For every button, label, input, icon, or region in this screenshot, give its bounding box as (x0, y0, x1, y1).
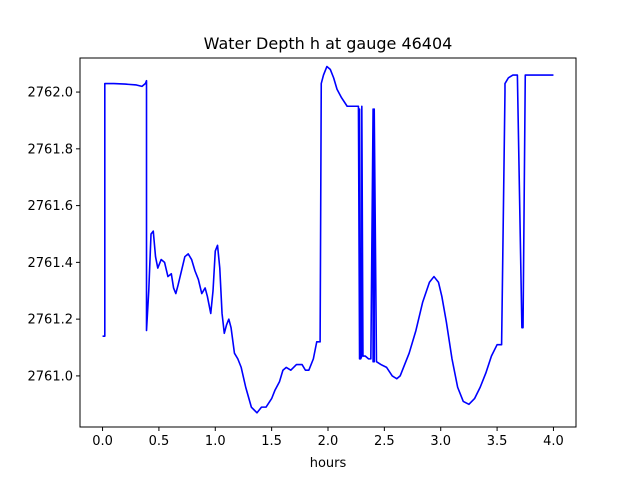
x-tick-label: 3.0 (430, 434, 451, 449)
x-tick-label: 2.5 (374, 434, 395, 449)
x-tick-label: 3.5 (487, 434, 508, 449)
x-tick-label: 0.5 (149, 434, 170, 449)
x-axis: 0.0 0.5 1.0 1.5 2.0 2.5 3.0 3.5 4.0 (92, 427, 564, 449)
y-tick-label: 2762.0 (28, 86, 74, 101)
x-tick-label: 1.5 (261, 434, 282, 449)
y-tick-label: 2761.2 (28, 313, 74, 328)
y-axis: 2761.0 2761.2 2761.4 2761.6 2761.8 2762.0 (28, 86, 80, 384)
y-tick-label: 2761.4 (28, 256, 74, 271)
y-tick-label: 2761.0 (28, 369, 74, 384)
x-tick-label: 0.0 (92, 434, 113, 449)
series-layer (102, 65, 554, 414)
y-tick-label: 2761.6 (28, 199, 74, 214)
x-tick-label: 1.0 (205, 434, 226, 449)
x-tick-label: 2.0 (318, 434, 339, 449)
x-tick-label: 4.0 (543, 434, 564, 449)
plot-area: 0.0 0.5 1.0 1.5 2.0 2.5 3.0 3.5 4.0 2761.0 2761.2… (28, 57, 577, 449)
x-axis-label: hours (310, 456, 347, 471)
series-line-0 (102, 65, 554, 414)
chart-title: Water Depth h at gauge 46404 (204, 34, 453, 53)
y-tick-label: 2761.8 (28, 142, 74, 157)
